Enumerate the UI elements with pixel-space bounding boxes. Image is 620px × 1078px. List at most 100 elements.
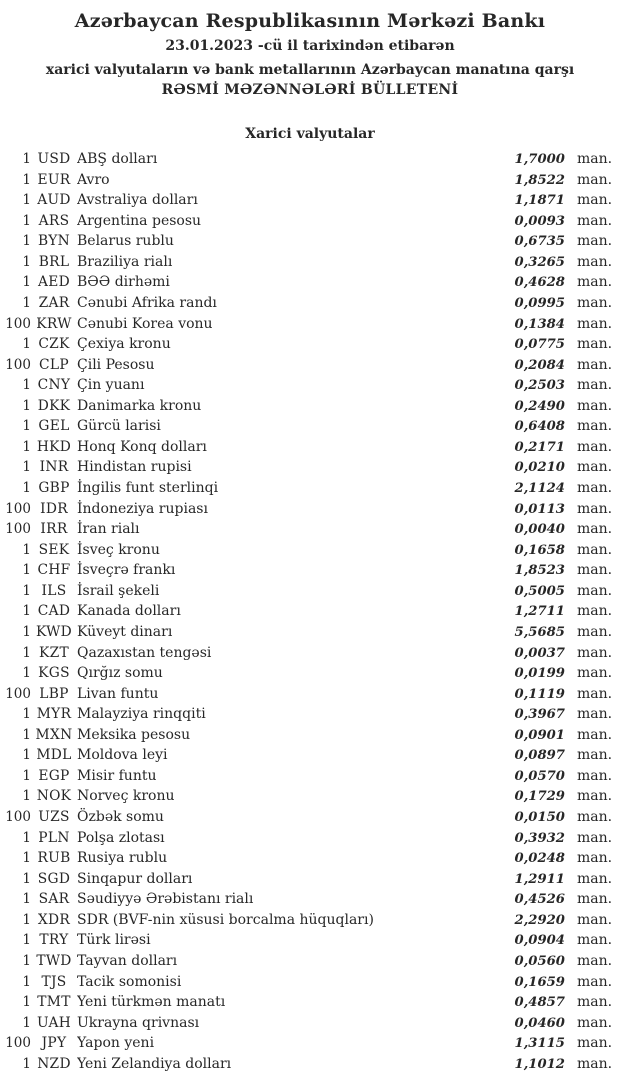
currency-code-cell: CNY bbox=[37, 377, 71, 394]
currency-name-cell: Ukrayna qrivnası bbox=[77, 1014, 200, 1031]
quantity-cell: 1 bbox=[22, 212, 31, 229]
currency-name-cell: İsveç kronu bbox=[77, 541, 160, 558]
table-row: 1 TWD Tayvan dolları 0,0560 man. bbox=[0, 951, 620, 972]
currency-name-cell: İngilis funt sterlinqi bbox=[77, 480, 219, 496]
table-row: 1 EUR Avro 1,8522 man. bbox=[0, 170, 620, 191]
table-row: 1 EGP Misir funtu 0,0570 man. bbox=[0, 766, 620, 787]
unit-suffix-cell: man. bbox=[577, 500, 613, 517]
currency-code-cell: KZT bbox=[39, 644, 69, 661]
table-row: 1 AED BƏƏ dirhəmi 0,4628 man. bbox=[0, 272, 620, 293]
quantity-cell: 1 bbox=[22, 562, 31, 579]
currency-code-cell: TJS bbox=[41, 973, 67, 990]
table-row: 1 GEL Gürcü larisi 0,6408 man. bbox=[0, 416, 620, 437]
unit-suffix-cell: man. bbox=[577, 541, 613, 558]
rate-value-cell: 1,2711 bbox=[514, 604, 565, 620]
unit-suffix-cell: man. bbox=[577, 932, 613, 949]
unit-suffix-cell: man. bbox=[577, 1014, 613, 1031]
rate-value-cell: 0,1384 bbox=[514, 316, 565, 332]
unit-suffix-cell: man. bbox=[577, 562, 613, 579]
table-row: 1 RUB Rusiya rublu 0,0248 man. bbox=[0, 848, 620, 869]
currency-code-cell: UAH bbox=[36, 1014, 72, 1031]
unit-suffix-cell: man. bbox=[577, 356, 613, 373]
currency-name-cell: İsveçrə frankı bbox=[77, 562, 176, 579]
rate-value-cell: 0,0570 bbox=[514, 768, 565, 784]
rate-value-cell: 0,4857 bbox=[514, 995, 565, 1011]
currency-name-cell: Sinqapur dolları bbox=[77, 870, 193, 887]
currency-name-cell: Rusiya rublu bbox=[77, 850, 168, 867]
quantity-cell: 1 bbox=[22, 932, 31, 949]
currency-name-cell: Meksika pesosu bbox=[77, 726, 191, 743]
rate-value-cell: 2,2920 bbox=[514, 912, 565, 928]
table-row: 1 MXN Meksika pesosu 0,0901 man. bbox=[0, 725, 620, 746]
unit-suffix-cell: man. bbox=[577, 459, 613, 476]
quantity-cell: 100 bbox=[5, 685, 31, 702]
currency-code-cell: TWD bbox=[36, 952, 72, 969]
rate-value-cell: 0,0210 bbox=[514, 460, 565, 476]
currency-name-cell: Küveyt dinarı bbox=[77, 623, 173, 640]
currency-code-cell: NZD bbox=[37, 1055, 71, 1072]
rate-value-cell: 0,0199 bbox=[514, 666, 565, 682]
currency-code-cell: CHF bbox=[37, 562, 71, 579]
currency-name-cell: BƏƏ dirhəmi bbox=[77, 274, 170, 291]
currency-name-cell: Yapon yeni bbox=[77, 1035, 155, 1052]
rate-value-cell: 1,1012 bbox=[514, 1056, 565, 1072]
table-row: 1 PLN Polşa zlotası 0,3932 man. bbox=[0, 828, 620, 849]
quantity-cell: 1 bbox=[22, 767, 31, 784]
quantity-cell: 1 bbox=[22, 973, 31, 990]
table-row: 1 NZD Yeni Zelandiya dolları 1,1012 man. bbox=[0, 1054, 620, 1075]
currency-name-cell: Türk lirəsi bbox=[77, 932, 151, 949]
unit-suffix-cell: man. bbox=[577, 418, 613, 435]
table-row: 1 MYR Malayziya rinqqiti 0,3967 man. bbox=[0, 704, 620, 725]
unit-suffix-cell: man. bbox=[577, 1035, 613, 1052]
unit-suffix-cell: man. bbox=[577, 336, 613, 353]
unit-suffix-cell: man. bbox=[577, 809, 613, 825]
rate-value-cell: 1,8522 bbox=[514, 172, 565, 188]
currency-name-cell: Yeni Zelandiya dolları bbox=[77, 1055, 232, 1072]
currency-code-cell: CAD bbox=[37, 603, 71, 620]
unit-suffix-cell: man. bbox=[577, 212, 613, 229]
quantity-cell: 1 bbox=[22, 603, 31, 620]
currency-name-cell: Qazaxıstan tengəsi bbox=[77, 644, 212, 661]
quantity-cell: 1 bbox=[22, 994, 31, 1011]
table-row: 1 MDL Moldova leyi 0,0897 man. bbox=[0, 745, 620, 766]
rate-value-cell: 0,2171 bbox=[514, 439, 565, 455]
quantity-cell: 100 bbox=[5, 809, 31, 825]
currency-name-cell: İndoneziya rupiası bbox=[77, 500, 208, 517]
currency-name-cell: Honq Konq dolları bbox=[77, 438, 207, 455]
table-row: 1 GBP İngilis funt sterlinqi 2,1124 man. bbox=[0, 478, 620, 499]
currency-name-cell: Hindistan rupisi bbox=[77, 459, 192, 476]
table-row: 1 TJS Tacik somonisi 0,1659 man. bbox=[0, 972, 620, 993]
bulletin-subtitle-line-1: xarici valyutaların və bank metallarının… bbox=[45, 62, 575, 78]
currency-name-cell: Moldova leyi bbox=[77, 747, 168, 764]
quantity-cell: 1 bbox=[22, 829, 31, 846]
unit-suffix-cell: man. bbox=[577, 315, 613, 332]
table-row: 100 JPY Yapon yeni 1,3115 man. bbox=[0, 1033, 620, 1054]
currency-name-cell: Avro bbox=[77, 171, 110, 188]
quantity-cell: 1 bbox=[22, 623, 31, 640]
table-row: 1 CAD Kanada dolları 1,2711 man. bbox=[0, 601, 620, 622]
rate-value-cell: 0,0897 bbox=[514, 748, 565, 764]
unit-suffix-cell: man. bbox=[577, 582, 613, 599]
quantity-cell: 1 bbox=[22, 192, 31, 209]
rate-value-cell: 0,3932 bbox=[514, 830, 565, 846]
currency-code-cell: DKK bbox=[37, 397, 71, 414]
unit-suffix-cell: man. bbox=[577, 644, 613, 661]
rate-value-cell: 0,0904 bbox=[514, 933, 565, 949]
currency-code-cell: XDR bbox=[37, 911, 71, 928]
quantity-cell: 1 bbox=[22, 788, 31, 805]
bulletin-header: Azərbaycan Respublikasının Mərkəzi Bankı… bbox=[0, 0, 620, 99]
rate-value-cell: 0,0040 bbox=[514, 522, 565, 538]
unit-suffix-cell: man. bbox=[577, 377, 613, 394]
rate-value-cell: 0,0775 bbox=[514, 337, 565, 353]
table-row: 1 ILS İsrail şekeli 0,5005 man. bbox=[0, 581, 620, 602]
quantity-cell: 1 bbox=[22, 706, 31, 723]
currency-name-cell: Cənubi Korea vonu bbox=[77, 315, 213, 332]
rate-value-cell: 0,1119 bbox=[514, 686, 565, 702]
table-row: 1 TMT Yeni türkmən manatı 0,4857 man. bbox=[0, 992, 620, 1013]
currency-name-cell: Çili Pesosu bbox=[77, 356, 155, 373]
unit-suffix-cell: man. bbox=[577, 151, 613, 167]
currency-rate-table: 1 USD ABŞ dolları 1,7000 man. 1 EUR Avro 1,8522 m… bbox=[0, 149, 620, 1074]
table-row: 1 DKK Danimarka kronu 0,2490 man. bbox=[0, 396, 620, 417]
currency-code-cell: CLP bbox=[39, 356, 69, 373]
